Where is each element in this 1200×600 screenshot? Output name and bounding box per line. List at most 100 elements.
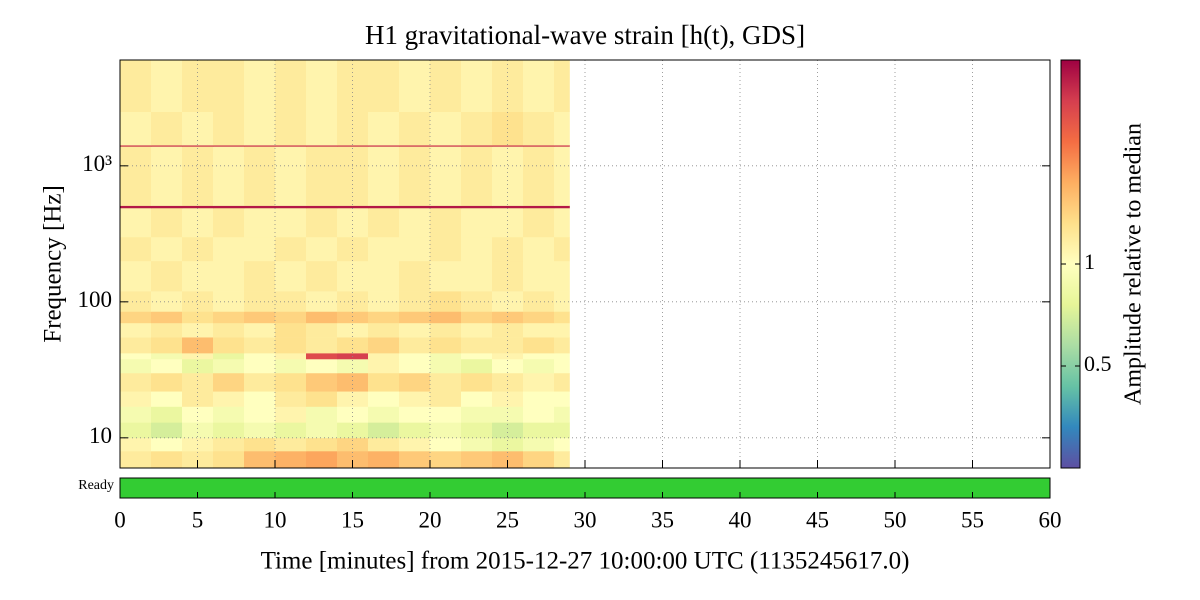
spectrogram-cell — [368, 236, 400, 262]
spectrogram-cell — [120, 422, 152, 439]
spectrogram-cell — [368, 291, 400, 312]
spectrogram-cell — [461, 291, 493, 312]
spectrogram-cell — [213, 60, 245, 113]
spectrogram-cell — [399, 205, 431, 209]
spectrogram-cell — [182, 145, 214, 147]
spectrogram-cell — [461, 391, 493, 407]
spectrogram-cell — [275, 372, 307, 392]
spectrogram-cell — [213, 437, 245, 452]
spectrogram-cell — [430, 406, 462, 423]
spectrogram-cell — [244, 437, 276, 452]
spectrogram-cell — [182, 406, 214, 423]
spectrogram-cell — [244, 311, 276, 324]
spectrogram-cell — [368, 145, 400, 147]
spectrogram-cell — [337, 391, 369, 407]
spectrogram-cell — [368, 111, 400, 146]
spectrogram-cell — [337, 358, 369, 374]
spectrogram-cell — [523, 358, 555, 374]
spectrogram-cell — [120, 358, 152, 374]
spectrogram-cell — [461, 260, 493, 292]
spectrogram-cell — [399, 291, 431, 312]
spectrogram-cell — [213, 146, 245, 206]
spectrogram-cell — [492, 406, 524, 423]
spectrogram-cell — [213, 372, 245, 392]
spectrogram-cell — [368, 207, 400, 238]
spectrogram-cell — [430, 358, 462, 374]
spectrogram-cell — [151, 311, 183, 324]
spectrogram-cell — [306, 311, 338, 324]
spectrogram-cell — [430, 111, 462, 146]
spectrogram-cell — [430, 337, 462, 354]
colorbar-tick-label: 1 — [1084, 249, 1095, 274]
spectrogram-cell — [120, 291, 152, 312]
spectrogram-cell — [554, 422, 570, 439]
spectrogram-cell — [120, 205, 152, 209]
x-tick-label: 10 — [264, 507, 287, 532]
spectrogram-cell — [151, 111, 183, 146]
spectrogram-cell — [213, 260, 245, 292]
spectrogram-cell — [306, 337, 338, 354]
spectrogram-cell — [461, 451, 493, 469]
spectrogram-cell — [523, 207, 555, 238]
spectrogram-cell — [306, 372, 338, 392]
spectrogram-cell — [430, 260, 462, 292]
spectrogram-cell — [306, 236, 338, 262]
spectrogram-cell — [461, 111, 493, 146]
spectrogram-cell — [523, 146, 555, 206]
spectrogram-cell — [399, 406, 431, 423]
spectrogram-cell — [306, 111, 338, 146]
spectrogram-cell — [399, 311, 431, 324]
spectrogram-cell — [368, 406, 400, 423]
spectrogram-cell — [368, 205, 400, 209]
spectrogram-cell — [399, 60, 431, 113]
spectrogram-cell — [151, 372, 183, 392]
spectrogram-cell — [244, 391, 276, 407]
spectrogram-cell — [492, 145, 524, 147]
spectrogram-cell — [461, 422, 493, 439]
spectrogram-cell — [430, 60, 462, 113]
spectrogram-cell — [182, 391, 214, 407]
spectrogram-cell — [182, 311, 214, 324]
spectrogram-cell — [182, 372, 214, 392]
spectrogram-cell — [275, 205, 307, 209]
spectrogram-cell — [554, 353, 570, 360]
spectrogram-cell — [430, 391, 462, 407]
spectrogram-cell — [368, 451, 400, 469]
spectrogram-cell — [213, 205, 245, 209]
spectrogram-cell — [492, 391, 524, 407]
spectrogram-cell — [120, 260, 152, 292]
spectrogram-cell — [151, 207, 183, 238]
spectrogram-cell — [492, 311, 524, 324]
spectrogram-cell — [430, 322, 462, 338]
spectrogram-cell — [492, 291, 524, 312]
spectrogram-cell — [554, 437, 570, 452]
spectrogram-cell — [368, 372, 400, 392]
spectrogram-cell — [492, 451, 524, 469]
spectrogram-cell — [244, 406, 276, 423]
spectrogram-cell — [306, 146, 338, 206]
spectrogram-cell — [120, 145, 152, 147]
spectrogram-cell — [244, 111, 276, 146]
spectrogram-cell — [523, 353, 555, 360]
spectrogram-cell — [554, 337, 570, 354]
spectrogram-cell — [213, 391, 245, 407]
spectrogram-cell — [554, 372, 570, 392]
spectrogram-cell — [275, 207, 307, 238]
spectrogram-cell — [244, 207, 276, 238]
x-tick-label: 15 — [341, 507, 364, 532]
spectrogram-cell — [399, 260, 431, 292]
spectrogram-cell — [554, 451, 570, 469]
x-tick-label: 0 — [114, 507, 126, 532]
spectrogram-cell — [306, 207, 338, 238]
x-tick-label: 60 — [1039, 507, 1062, 532]
spectrogram-cell — [399, 322, 431, 338]
spectrogram-cell — [554, 291, 570, 312]
spectrogram-cell — [151, 391, 183, 407]
spectrogram-cell — [461, 311, 493, 324]
spectrogram-cell — [213, 291, 245, 312]
spectrogram-cell — [244, 337, 276, 354]
spectrogram-cell — [120, 353, 152, 360]
spectrogram-cell — [306, 60, 338, 113]
spectrogram-cell — [399, 146, 431, 206]
spectrogram-cell — [275, 311, 307, 324]
